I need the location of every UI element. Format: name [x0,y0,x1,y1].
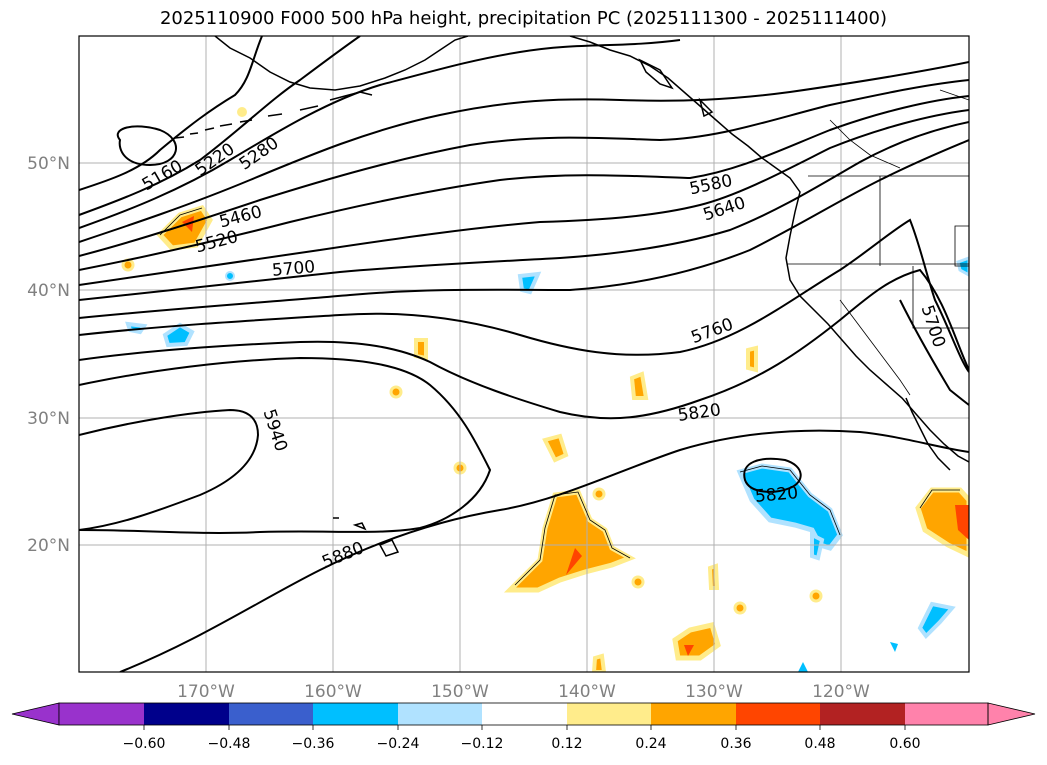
precip-outline [514,491,631,586]
longitude-labels: 170°W 160°W 150°W 140°W 130°W 120°W [177,682,870,702]
precip-positive-area [237,107,247,117]
height-contours [79,36,969,672]
height-contour-line [119,429,969,672]
colorbar-frame [58,702,989,726]
precip-negative-area [517,271,542,295]
height-contour-line [79,79,969,257]
precip-negative-area [917,601,956,640]
map-frame [78,35,970,673]
latitude-labels: 50°N 40°N 30°N 20°N [27,154,70,556]
precip-negative-area [810,531,825,561]
height-contour-line [79,61,969,243]
height-contour-line [79,139,969,319]
precip-positive-area [955,505,969,540]
contour-label: 5820 [754,483,799,507]
precip-contour-outlines [159,207,960,586]
precip-negative-area [798,662,808,672]
precip-positive-area [746,345,758,373]
contour-label: 5700 [271,257,316,281]
lon-label: 140°W [558,682,616,702]
height-contour-line [79,218,969,373]
lon-label: 160°W [304,682,362,702]
precip-positive-area [631,575,645,589]
height-contour-line [743,457,802,493]
precip-positive-area [592,487,606,501]
colorbar-segment [144,703,229,725]
precip-positive-area [414,338,428,361]
height-contour-line [79,95,969,271]
precip-positive-area [566,548,582,575]
colorbar-tick-label: −0.48 [208,736,251,752]
hawaii-island [333,517,400,557]
colorbar-segment [482,703,567,725]
colorbar-tick-label: −0.36 [292,736,335,752]
height-contour-line [79,109,969,286]
height-contour-line [116,125,177,167]
colorbar-segment [398,703,482,725]
lon-label: 150°W [431,682,489,702]
height-contour-line [79,268,969,420]
colorbar-segment [736,703,820,725]
height-contour-line [899,299,969,406]
colorbar-segment [820,703,905,725]
canada-islands [638,58,714,118]
state-border [787,176,969,396]
precip-positive-area [542,433,569,463]
baja-coast [905,397,951,471]
precip-positive-area [629,371,649,400]
height-contour-line [79,121,969,301]
colorbar-extend-min [11,702,60,726]
colorbar-tick-label: 0.12 [551,736,582,752]
graticule [79,36,969,672]
precip-outline [919,489,960,509]
height-contour-line [79,39,681,229]
map-background [79,36,969,672]
precip-negative-area [225,271,235,281]
lat-label: 50°N [27,154,70,174]
bc-coast [569,36,969,463]
map-title: 2025110900 F000 500 hPa height, precipit… [159,8,888,29]
colorbar-tick-label: −0.12 [461,736,504,752]
colorbar-segment [313,703,398,725]
height-contour-line [79,36,361,216]
state-border [829,89,969,169]
colorbar-segment [905,703,988,725]
precip-positive-area [684,645,694,656]
lat-label: 30°N [27,409,70,429]
colorbar-tick-label: 0.36 [720,736,751,752]
colorbar-segment [567,703,651,725]
colorbar-ticks [143,725,906,730]
lon-label: 130°W [685,682,743,702]
precip-positive-area [591,653,607,672]
colorbar-segment [229,703,313,725]
lon-label: 120°W [812,682,870,702]
precip-positive-area [389,385,403,399]
lon-label: 170°W [177,682,235,702]
lat-label: 20°N [27,536,70,556]
colorbar-segment [651,703,736,725]
colorbar-extend-max [987,702,1036,726]
precip-outline [739,465,841,536]
height-contour-line [79,408,260,531]
colorbar-tick-label: 0.24 [635,736,666,752]
lat-label: 40°N [27,281,70,301]
height-contour-line [79,356,492,534]
colorbar-tick-label: 0.60 [889,736,920,752]
precip-negative-area [890,642,898,652]
colorbar-tick-label: 0.48 [804,736,835,752]
precip-positive-area [809,589,823,603]
colorbar-tick-label: −0.24 [377,736,420,752]
height-contour-line [79,36,263,191]
colorbar-segment [59,703,144,725]
precip-positive-area [733,601,747,615]
precip-negative-area [956,256,969,277]
colorbar-tick-label: −0.60 [123,736,166,752]
colorbar: −0.60 −0.48 −0.36 −0.24 −0.12 0.12 0.24 … [11,702,1036,752]
precip-outline [159,207,203,236]
